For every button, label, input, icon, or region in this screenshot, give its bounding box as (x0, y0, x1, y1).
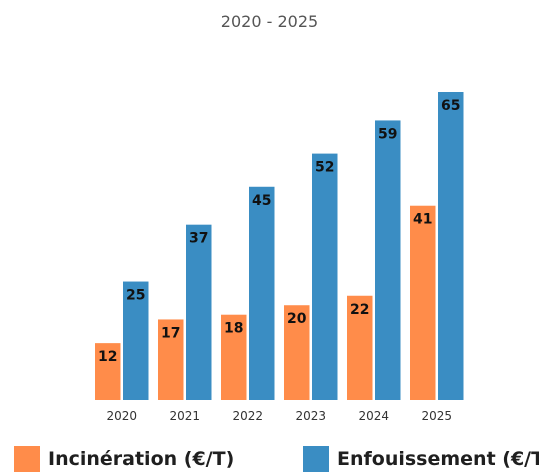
data-label-enfouissement-2020: 25 (126, 288, 145, 304)
bar-incineration-2023 (284, 305, 310, 400)
legend-item-enfouissement: Enfouissement (€/T) (303, 446, 539, 472)
legend-label-enfouissement: Enfouissement (€/T) (337, 448, 539, 470)
data-label-incineration-2021: 17 (161, 325, 180, 341)
data-label-incineration-2022: 18 (224, 321, 243, 337)
data-label-incineration-2023: 20 (287, 311, 307, 327)
data-label-incineration-2020: 12 (98, 349, 117, 365)
bar-enfouissement-2022 (249, 186, 275, 400)
data-label-incineration-2024: 22 (350, 302, 369, 318)
x-tick-label-2022: 2022 (232, 409, 263, 423)
legend-label-incineration: Incinération (€/T) (48, 448, 235, 470)
x-tick-label-2024: 2024 (358, 409, 389, 423)
legend-swatch-enfouissement (303, 446, 329, 472)
bar-incineration-2025 (410, 205, 436, 400)
data-label-incineration-2025: 41 (413, 212, 432, 228)
data-label-enfouissement-2024: 59 (378, 126, 397, 142)
bar-enfouissement-2023 (312, 153, 338, 400)
legend-item-incineration: Incinération (€/T) (14, 446, 234, 472)
bar-enfouissement-2021 (186, 224, 212, 400)
data-label-enfouissement-2023: 52 (315, 160, 334, 176)
legend-swatch-incineration (14, 446, 40, 472)
data-label-enfouissement-2022: 45 (252, 193, 271, 209)
x-tick-label-2021: 2021 (169, 409, 200, 423)
data-label-enfouissement-2025: 65 (441, 98, 460, 114)
bar-incineration-2020 (95, 343, 121, 400)
bar-incineration-2024 (347, 295, 373, 400)
bar-chart: 12 25 2020 17 37 2021 18 45 2022 20 52 2023 22 59 2024… (95, 92, 464, 423)
chart-title: 2020 - 2025 (220, 12, 319, 31)
x-tick-label-2025: 2025 (421, 409, 452, 423)
x-tick-label-2023: 2023 (295, 409, 326, 423)
bar-enfouissement-2020 (123, 281, 149, 400)
bar-incineration-2021 (158, 319, 184, 400)
bar-enfouissement-2025 (438, 92, 464, 400)
data-label-enfouissement-2021: 37 (189, 231, 208, 247)
bar-enfouissement-2024 (375, 120, 401, 400)
bar-incineration-2022 (221, 314, 247, 400)
x-tick-label-2020: 2020 (106, 409, 137, 423)
